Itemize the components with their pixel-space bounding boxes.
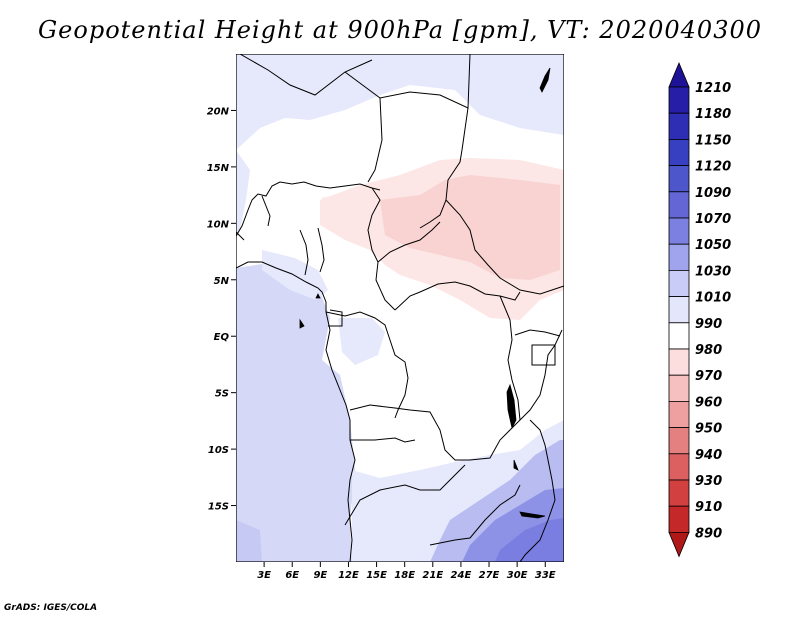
x-axis: 3E 6E 9E 12E 15E 18E 21E 24E 27E 30E 33E — [257, 562, 556, 581]
colorbar-segment — [668, 505, 690, 533]
y-tick-label: 5N — [214, 276, 230, 287]
map-panel — [236, 54, 564, 562]
colorbar-label: 980 — [695, 343, 722, 358]
colorbar-segment — [668, 138, 690, 166]
x-tick-label: 27E — [479, 570, 500, 581]
x-tick-label: 21E — [422, 570, 443, 581]
colorbar-segment — [668, 374, 690, 402]
colorbar: 1210 1180 1150 1120 1090 1070 1050 1030 1010 990 9… — [668, 61, 731, 558]
colorbar-segment — [668, 479, 690, 507]
colorbar-label: 930 — [695, 474, 722, 489]
colorbar-label: 960 — [695, 395, 722, 410]
colorbar-label: 1180 — [695, 107, 731, 122]
x-tick-label: 30E — [507, 570, 528, 581]
country-borders — [236, 54, 564, 562]
colorbar-label: 1120 — [695, 160, 731, 175]
x-tick-label: 24E — [451, 570, 472, 581]
chart-title: Geopotential Height at 900hPa [gpm], VT:… — [38, 16, 762, 44]
southern-blue-deep — [495, 518, 564, 562]
colorbar-segment — [668, 427, 690, 455]
sahara-blue-region — [236, 54, 564, 150]
west-pink-patch — [322, 192, 372, 228]
colorbar-segment — [668, 322, 690, 350]
colorbar-label: 1070 — [695, 212, 731, 227]
y-axis: 20N 15N 10N 5N EQ 5S 10S 15S — [207, 106, 236, 513]
y-tick-label: 15N — [207, 163, 230, 174]
colorbar-bottom-arrow — [668, 532, 690, 558]
lakes — [299, 67, 551, 519]
west-coast-blue — [236, 150, 250, 240]
colorbar-segment — [668, 296, 690, 324]
central-pink-core — [380, 175, 560, 280]
x-tick-label: 18E — [394, 570, 415, 581]
y-tick-label: 15S — [208, 502, 229, 513]
x-tick-label: 9E — [313, 570, 327, 581]
gulf-blue-patch — [262, 250, 328, 300]
ocean-region — [236, 264, 355, 562]
y-tick-label: 20N — [207, 106, 230, 117]
colorbar-segment — [668, 112, 690, 140]
colorbar-label: 1090 — [695, 186, 731, 201]
colorbar-segment — [668, 348, 690, 376]
x-tick-label: 3E — [257, 570, 271, 581]
colorbar-segment — [668, 400, 690, 428]
colorbar-segment — [668, 191, 690, 219]
colorbar-label: 950 — [695, 422, 722, 437]
congo-blue-patch — [338, 318, 385, 365]
colorbar-label: 910 — [695, 500, 722, 515]
colorbar-segment — [668, 269, 690, 297]
colorbar-segment — [668, 165, 690, 193]
x-tick-label: 6E — [285, 570, 299, 581]
colorbar-segment — [668, 86, 690, 114]
y-tick-label: 10S — [208, 445, 229, 456]
colorbar-label: 1010 — [695, 291, 731, 306]
colorbar-label: 990 — [695, 317, 722, 332]
colorbar-label: 1050 — [695, 238, 731, 253]
colorbar-label: 940 — [695, 448, 722, 463]
colorbar-label: 1030 — [695, 264, 731, 279]
colorbar-label: 1150 — [695, 133, 731, 148]
grads-credit: GrADS: IGES/COLA — [4, 603, 98, 613]
colorbar-segment — [668, 217, 690, 245]
y-tick-label: 5S — [215, 389, 229, 400]
y-tick-label: EQ — [214, 332, 230, 343]
y-tick-label: 10N — [207, 219, 230, 230]
colorbar-top-arrow — [668, 61, 690, 88]
colorbar-label: 890 — [695, 526, 722, 541]
colorbar-segment — [668, 453, 690, 481]
colorbar-label: 970 — [695, 369, 722, 384]
southwest-ocean-dark — [236, 520, 262, 562]
colorbar-label: 1210 — [695, 81, 731, 96]
x-tick-label: 15E — [366, 570, 387, 581]
x-tick-label: 33E — [535, 570, 556, 581]
x-tick-label: 12E — [338, 570, 359, 581]
colorbar-segment — [668, 243, 690, 271]
